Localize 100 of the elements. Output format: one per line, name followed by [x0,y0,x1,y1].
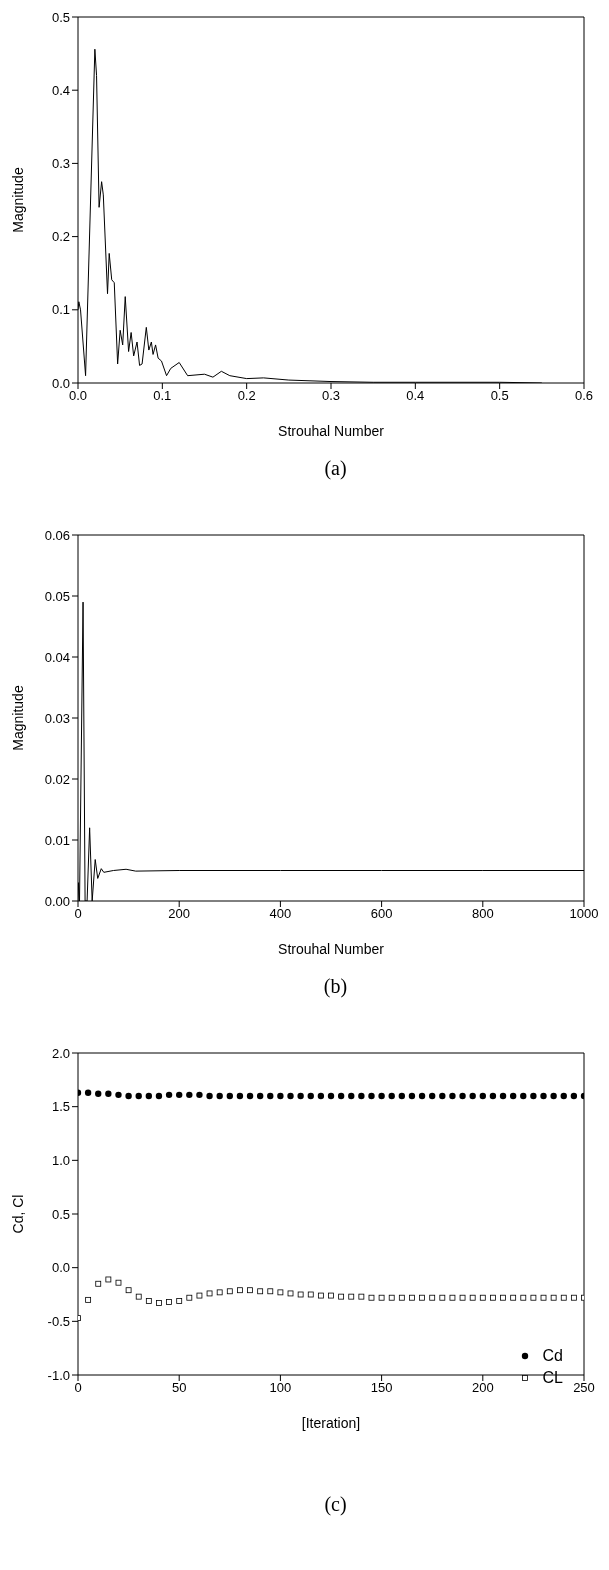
point [257,1288,264,1295]
point [378,1092,385,1100]
point [388,1294,395,1301]
point [327,1092,335,1100]
point [429,1092,436,1100]
point [155,1092,163,1100]
point [490,1294,496,1301]
x-axis-title: [Iteration] [301,1415,361,1431]
point [469,1092,476,1100]
x-tick-label: 0 [74,906,82,922]
point [570,1294,577,1301]
point [439,1294,446,1301]
point [419,1294,425,1301]
x-tick-label: 800 [471,906,494,922]
x-tick-label: 0 [74,1380,82,1396]
point [277,1092,284,1100]
point [348,1092,355,1100]
point [125,1287,132,1294]
point [135,1293,142,1300]
point [469,1294,476,1301]
point [115,1279,122,1286]
point [115,1091,122,1099]
legend-label: CL [542,1369,563,1387]
point [358,1092,365,1100]
y-tick-label: 0.01 [44,832,70,848]
point [105,1276,112,1283]
x-tick-label: 400 [269,906,292,922]
x-tick-label: 600 [370,906,393,922]
point [317,1292,324,1299]
text: (b) [322,974,349,1000]
x-tick-label: 1000 [569,906,599,922]
y-axis-title: Magnitude [9,685,26,751]
y-tick-label: 0.05 [44,588,70,604]
point [196,1091,203,1099]
point [439,1092,446,1100]
point [256,1092,264,1100]
y-tick-label: 0.0 [51,1260,70,1276]
point [338,1293,345,1300]
point [85,1296,92,1303]
text: (a) [323,456,348,482]
point [135,1092,142,1100]
y-axis-title: Cd, Cl [9,1194,26,1234]
x-tick-label: 150 [370,1380,393,1396]
point [408,1092,416,1100]
y-axis-title: Magnitude [9,167,26,233]
y-tick-label: 0.2 [51,229,70,245]
x-tick-label: 0.2 [237,388,256,404]
point [449,1092,456,1100]
point [337,1092,345,1100]
y-tick-label: 0.3 [51,156,70,172]
point [560,1092,567,1100]
x-tick-label: 200 [168,906,191,922]
point [449,1294,456,1301]
point [459,1294,466,1301]
point [226,1092,233,1100]
point [479,1294,486,1301]
point [297,1291,304,1298]
point [489,1092,497,1100]
point [176,1298,183,1304]
point [287,1290,294,1297]
y-tick-label: 0.5 [51,1206,70,1222]
point [307,1291,314,1298]
point [398,1294,405,1301]
y-tick-label: 0.06 [44,527,70,543]
x-tick-label: 0.0 [68,388,88,404]
y-tick-label: 1.0 [51,1152,70,1168]
point [560,1294,567,1301]
x-tick-label: 200 [471,1380,494,1396]
point [165,1091,173,1099]
y-tick-label: 1.5 [51,1099,70,1115]
point [237,1287,243,1294]
x-tick-label: 0.4 [406,388,425,404]
y-tick-label: -0.5 [47,1313,70,1329]
point [145,1298,152,1304]
y-tick-label: -1.0 [47,1367,70,1383]
point [226,1288,233,1295]
point [287,1092,294,1100]
legend-label: Cd [542,1347,563,1365]
point [530,1092,537,1100]
point [378,1294,385,1301]
point [459,1092,466,1100]
point [196,1292,203,1299]
x-tick-label: 0.5 [490,388,509,404]
point [409,1294,415,1301]
point [216,1289,223,1296]
point [348,1293,355,1300]
x-tick-label: 50 [171,1380,187,1396]
x-tick-label: 250 [573,1380,595,1396]
y-tick-label: 0.00 [44,893,70,909]
point [267,1288,274,1295]
point [520,1294,527,1301]
x-axis-title: Strouhal Number [278,941,385,957]
point [418,1092,426,1100]
y-tick-label: 0.5 [51,9,70,25]
point [317,1092,325,1100]
point [247,1287,253,1294]
point [328,1292,334,1299]
point [509,1092,517,1100]
point [368,1294,375,1301]
point [297,1092,304,1100]
